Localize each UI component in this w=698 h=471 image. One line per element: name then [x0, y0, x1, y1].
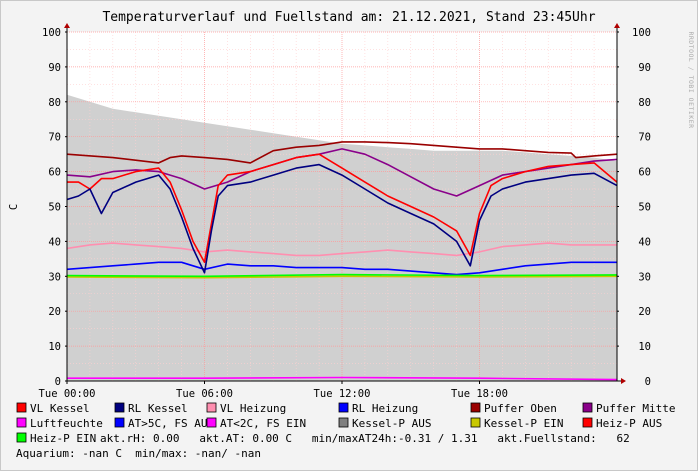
legend-swatch [338, 402, 349, 413]
legend-swatch [582, 402, 593, 413]
legend-swatch [16, 432, 27, 443]
legend-label: RL Kessel [128, 402, 188, 415]
axes-layer [64, 23, 626, 384]
x-axis-arrow [621, 378, 626, 384]
y-tick-label-left: 20 [48, 306, 61, 318]
y-axis-label: C [8, 204, 20, 210]
y-tick-label-right: 0 [645, 376, 651, 388]
tick-label-layer: 0 0 10 10 20 20 30 30 40 40 50 50 60 60 70 70 80 80 90 90 10… [39, 27, 651, 400]
series-kessel-p-ein-line [66, 275, 618, 279]
x-tick-label: Tue 06:00 [176, 388, 233, 400]
legend-swatch [16, 417, 27, 428]
legend-label: Heiz-P EIN [30, 432, 96, 445]
series-puffer-oben-line [66, 141, 618, 164]
y-tick-label-left: 50 [48, 202, 61, 214]
y-tick-label-right: 60 [638, 167, 651, 179]
y-tick-label-right: 80 [638, 97, 651, 109]
y-tick-label-left: 10 [48, 341, 61, 353]
legend-label: Heiz-P AUS [596, 417, 662, 430]
series-rl-kessel-line [66, 163, 618, 274]
x-tick-label: Tue 00:00 [39, 388, 96, 400]
legend-label: AT>5C, FS AUS [128, 417, 214, 430]
legend-swatch [470, 402, 481, 413]
rrdtool-watermark: RRDTOOL / TOBI OETIKER [687, 31, 695, 128]
x-tick-label: Tue 12:00 [314, 388, 371, 400]
legend-label: VL Kessel [30, 402, 90, 415]
y-tick-label-left: 80 [48, 97, 61, 109]
legend-label: Puffer Mitte [596, 402, 675, 415]
series-vl-kessel-line [67, 153, 618, 264]
y-tick-label-left: 100 [42, 27, 61, 39]
legend-swatch [114, 402, 125, 413]
legend-swatch [16, 402, 27, 413]
legend-swatch [582, 417, 593, 428]
legend-label: RL Heizung [352, 402, 418, 415]
y-tick-label-right: 40 [638, 236, 651, 248]
info-row-current-values: akt.rH: 0.00 akt.AT: 0.00 C min/maxAT24h… [100, 432, 630, 445]
legend-label: Kessel-P EIN [484, 417, 563, 430]
legend-label: VL Heizung [220, 402, 286, 415]
legend-swatch [114, 417, 125, 428]
y-tick-label-left: 90 [48, 62, 61, 74]
y-tick-label-left: 60 [48, 167, 61, 179]
legend: VL Kessel RL Kessel VL Heizung RL Heizung Pu… [16, 402, 675, 445]
chart-title: Temperaturverlauf und Fuellstand am: 21.… [102, 10, 595, 25]
series-vl-heizung-line [66, 242, 617, 257]
y-tick-label-right: 70 [638, 132, 651, 144]
y-tick-label-right: 100 [632, 27, 651, 39]
y-axis-right-arrow [614, 23, 620, 28]
grid-layer [66, 31, 617, 382]
legend-swatch [470, 417, 481, 428]
series-luftfeuchte-line [67, 376, 618, 381]
x-tick-label: Tue 18:00 [451, 388, 508, 400]
y-tick-label-right: 10 [638, 341, 651, 353]
info-row-aquarium: Aquarium: -nan C min/max: -nan/ -nan [16, 447, 261, 460]
legend-swatch [206, 402, 217, 413]
y-tick-label-left: 70 [48, 132, 61, 144]
legend-label: AT<2C, FS EIN [220, 417, 306, 430]
series-rl-heizung-line [66, 261, 617, 276]
y-tick-label-right: 50 [638, 202, 651, 214]
legend-label: Kessel-P AUS [352, 417, 431, 430]
series-heiz-p-ein-line [66, 273, 618, 278]
y-tick-label-left: 0 [55, 376, 61, 388]
legend-label: Luftfeuchte [30, 417, 103, 430]
legend-label: Puffer Oben [484, 402, 557, 415]
y-tick-label-left: 30 [48, 271, 61, 283]
y-tick-label-right: 30 [638, 271, 651, 283]
y-tick-label-left: 40 [48, 236, 61, 248]
legend-swatch [206, 417, 217, 428]
y-axis-arrow [64, 23, 70, 28]
y-tick-label-right: 20 [638, 306, 651, 318]
y-tick-label-right: 90 [638, 62, 651, 74]
series-layer [66, 141, 618, 381]
legend-swatch [338, 417, 349, 428]
